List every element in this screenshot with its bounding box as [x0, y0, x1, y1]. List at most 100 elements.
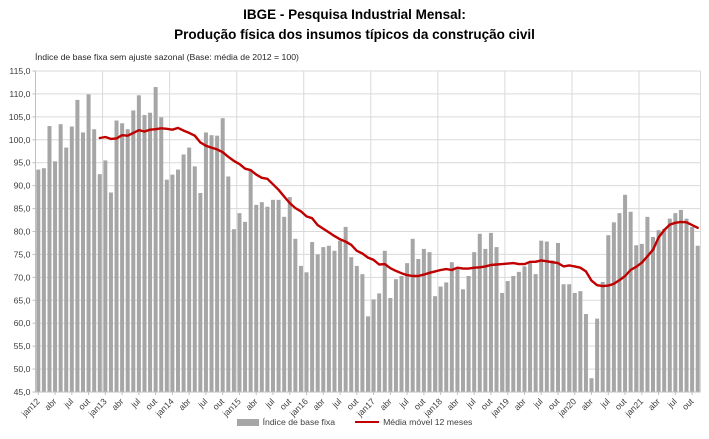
- bar: [639, 243, 644, 392]
- y-axis-label: 95,0: [14, 158, 31, 168]
- x-axis-label: jan19: [488, 396, 511, 419]
- page-title-line1: IBGE - Pesquisa Industrial Mensal:: [243, 7, 466, 22]
- bar: [108, 192, 113, 392]
- bar: [142, 115, 147, 392]
- bar: [181, 154, 186, 392]
- bar: [36, 169, 41, 392]
- bar: [176, 169, 180, 392]
- x-axis-label: jul: [61, 396, 75, 410]
- bar: [556, 242, 560, 392]
- bar: [271, 199, 275, 392]
- legend-item-line: Média móvel 12 meses: [355, 417, 472, 427]
- bar: [237, 213, 242, 392]
- bar: [209, 135, 214, 392]
- y-axis-label: 105,0: [9, 112, 31, 122]
- bar: [265, 206, 270, 392]
- page-title-line2: Produção física dos insumos típicos da c…: [174, 26, 535, 42]
- bar: [533, 274, 538, 392]
- bar: [444, 282, 449, 392]
- bar: [248, 169, 253, 392]
- bar: [377, 293, 382, 392]
- bar: [349, 257, 354, 392]
- bar: [634, 245, 639, 392]
- y-axis-label: 90,0: [14, 181, 31, 191]
- bar: [371, 299, 376, 392]
- bar: [310, 242, 315, 392]
- bar: [243, 221, 248, 392]
- bar: [405, 263, 410, 392]
- x-axis-label: abr: [43, 396, 59, 412]
- bar: [259, 202, 264, 392]
- x-axis-label: jul: [330, 396, 344, 410]
- bar: [53, 161, 58, 392]
- bar: [92, 129, 97, 392]
- bar: [583, 314, 588, 392]
- bar: [220, 118, 225, 393]
- bar: [567, 284, 572, 392]
- x-axis-label: jan18: [421, 396, 444, 419]
- bar: [606, 235, 611, 392]
- bar: [539, 240, 544, 392]
- y-axis-label: 110,0: [9, 89, 30, 99]
- x-axis-label: jul: [531, 396, 545, 410]
- y-axis-label: 65,0: [14, 295, 31, 305]
- bar: [410, 238, 415, 392]
- bar: [678, 209, 683, 392]
- x-axis-label: jan15: [220, 396, 243, 419]
- bar: [187, 147, 192, 392]
- y-axis-label: 50,0: [14, 364, 31, 374]
- x-axis-label: jan13: [86, 396, 109, 419]
- bar: [695, 245, 700, 392]
- bar: [684, 218, 689, 392]
- bar: [293, 238, 298, 392]
- bar: [254, 204, 259, 392]
- bar: [561, 284, 566, 392]
- bar: [388, 297, 393, 392]
- x-axis-label: jan17: [354, 396, 377, 419]
- bar: [662, 228, 667, 392]
- y-axis-label: 60,0: [14, 318, 31, 328]
- x-axis-label: out: [680, 396, 696, 412]
- x-axis-label: abr: [646, 396, 662, 412]
- chart-legend: Índice de base fixa Média móvel 12 meses: [0, 417, 709, 427]
- y-axis-label: 55,0: [14, 341, 31, 351]
- bar: [164, 179, 169, 392]
- bar: [282, 216, 287, 392]
- y-axis-label: 75,0: [14, 249, 31, 259]
- bar: [461, 289, 465, 392]
- bar: [120, 123, 125, 392]
- x-axis-label: abr: [512, 396, 528, 412]
- bar: [326, 245, 331, 392]
- bar: [382, 250, 387, 392]
- y-axis-label: 115,0: [9, 66, 30, 76]
- bar: [103, 160, 108, 392]
- y-axis-label: 100,0: [9, 135, 31, 145]
- bar: [438, 286, 443, 392]
- bar: [505, 281, 510, 392]
- x-axis-label: jan21: [622, 396, 645, 419]
- bar-series-swatch: [236, 418, 259, 426]
- bar: [528, 261, 533, 392]
- bar: [651, 237, 655, 392]
- bar: [343, 226, 348, 392]
- y-axis-label: 70,0: [14, 272, 31, 282]
- bar: [572, 292, 577, 392]
- x-axis-label: abr: [579, 396, 595, 412]
- x-axis-label: jan12: [19, 396, 42, 419]
- bar: [298, 265, 303, 392]
- x-axis-label: jul: [262, 396, 276, 410]
- bar: [64, 147, 69, 392]
- bar: [148, 112, 153, 392]
- y-axis-label: 85,0: [14, 204, 31, 214]
- bar: [97, 174, 102, 392]
- bar: [494, 247, 499, 392]
- x-axis-label: jan14: [153, 396, 176, 419]
- bar: [315, 254, 320, 392]
- x-axis-label: jul: [464, 396, 478, 410]
- x-axis-label: abr: [110, 396, 126, 412]
- bar: [366, 316, 370, 392]
- bar: [617, 213, 622, 392]
- bar: [393, 279, 398, 392]
- bar: [472, 252, 477, 392]
